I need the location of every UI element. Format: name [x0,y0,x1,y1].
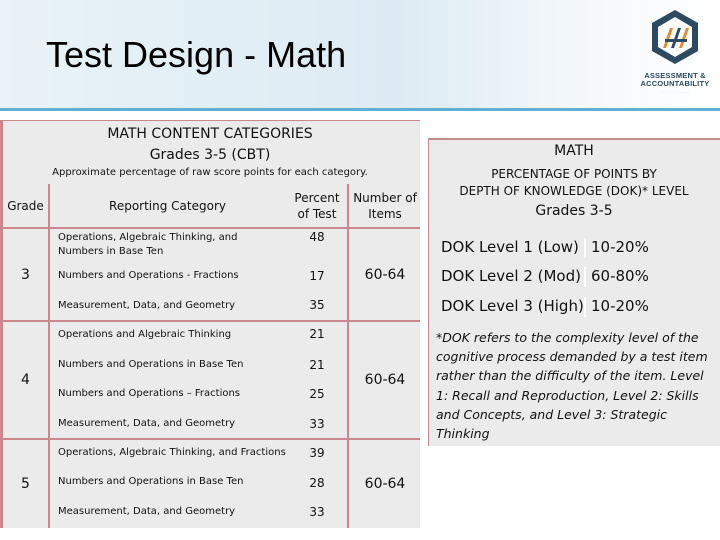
dok-separator [584,297,586,317]
content-categories-title: MATH CONTENT CATEGORIES Grades 3-5 (CBT) [0,124,420,166]
percent-cell: 35 [288,294,346,316]
reporting-category-cell: Numbers and Operations in Base Ten [57,352,286,378]
dok-level-value: 10-20% [591,297,649,315]
grade-cell: 3 [3,229,48,320]
dok-level-value: 60-80% [591,267,649,285]
content-categories-subtitle: Approximate percentage of raw score poin… [0,167,420,178]
dok-level-value: 10-20% [591,238,649,256]
reporting-category-cell: Numbers and Operations – Fractions [57,381,286,407]
content-categories-title-line-2: Grades 3-5 (CBT) [0,145,420,166]
reporting-category-cell: Operations, Algebraic Thinking, and Frac… [57,440,286,466]
grade-cell: 5 [3,440,48,528]
column-header-number-of-items: Number of Items [350,186,420,226]
dok-heading-line-2: DEPTH OF KNOWLEDGE (DOK)* LEVEL [428,183,720,200]
assessment-accountability-logo: ASSESSMENT & ACCOUNTABILITY · · · · · · … [634,8,716,94]
dok-heading: PERCENTAGE OF POINTS BY DEPTH OF KNOWLED… [428,166,720,200]
dok-heading-subject: MATH [428,143,720,159]
logo-line-2: ACCOUNTABILITY [634,80,716,88]
page-title: Test Design - Math [46,34,346,76]
reporting-category-cell: Operations and Algebraic Thinking [57,322,286,348]
percent-cell: 33 [288,501,346,523]
dok-heading-line-1: PERCENTAGE OF POINTS BY [428,166,720,183]
grid-line [347,184,349,528]
column-header-percent-of-test: Percent of Test [288,186,346,226]
column-header-reporting-category: Reporting Category [50,186,285,226]
reporting-category-cell: Measurement, Data, and Geometry [57,499,286,525]
reporting-category-cell: Measurement, Data, and Geometry [57,293,286,319]
number-of-items-cell: 60-64 [350,322,420,438]
percent-cell: 17 [288,265,346,287]
percent-cell: 48 [288,226,346,248]
percent-cell: 39 [288,442,346,464]
percent-cell: 21 [288,354,346,376]
hexagon-logo-icon [649,8,701,68]
header-divider [0,108,720,111]
logo-text: ASSESSMENT & ACCOUNTABILITY [634,72,716,88]
dok-separator [584,238,586,258]
content-categories-title-line-1: MATH CONTENT CATEGORIES [0,124,420,145]
dok-grades: Grades 3-5 [428,203,720,219]
reporting-category-cell: Numbers and Operations in Base Ten [57,469,286,495]
dok-level-label: DOK Level 2 (Mod) [441,267,581,285]
number-of-items-cell: 60-64 [350,440,420,528]
percent-cell: 28 [288,472,346,494]
logo-subtext: · · · · · · · · · · · · · · · · · [634,90,716,94]
grade-cell: 4 [3,322,48,438]
number-of-items-cell: 60-64 [350,229,420,320]
reporting-category-cell: Measurement, Data, and Geometry [57,411,286,437]
percent-cell: 33 [288,413,346,435]
percent-cell: 25 [288,383,346,405]
column-header-grade: Grade [3,186,48,226]
grid-line [48,184,50,528]
dok-level-label: DOK Level 3 (High) [441,297,584,315]
reporting-category-cell: Numbers and Operations - Fractions [57,263,286,289]
percent-cell: 21 [288,323,346,345]
dok-separator [584,267,586,287]
dok-level-label: DOK Level 1 (Low) [441,238,579,256]
reporting-category-cell: Operations, Algebraic Thinking, and Numb… [57,229,286,260]
dok-footnote: *DOK refers to the complexity level of t… [436,328,716,443]
